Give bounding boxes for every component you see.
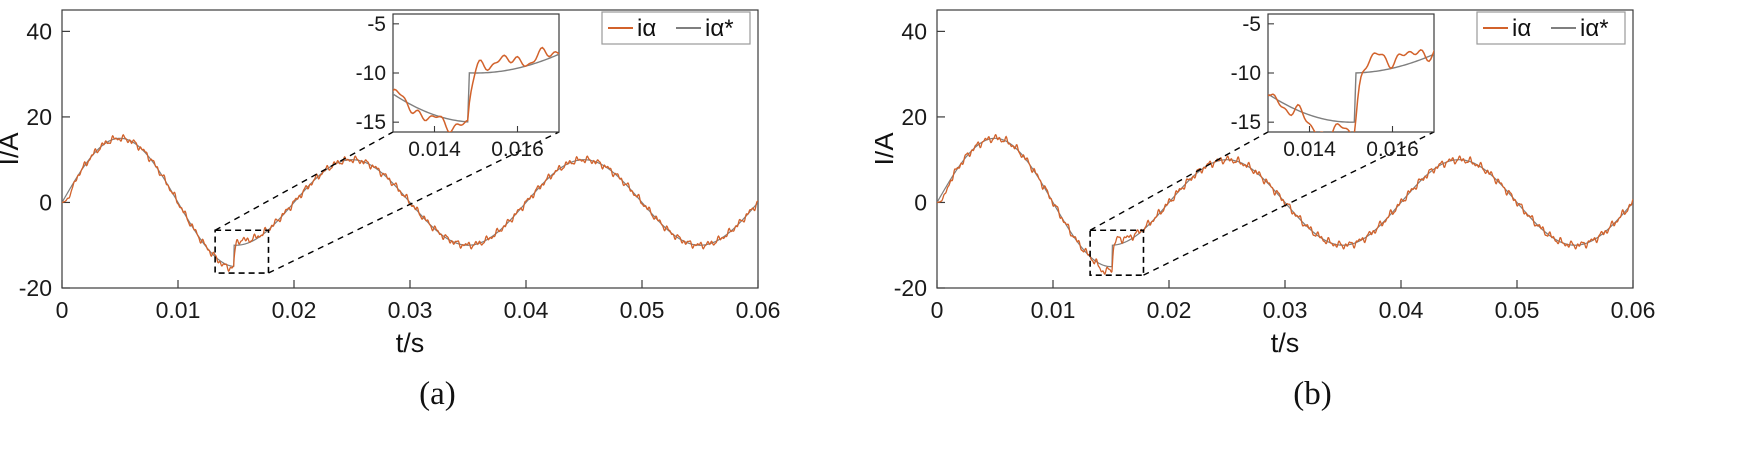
legend-ia-star-label: iα* bbox=[1580, 15, 1609, 42]
inset-y-tick-label: -15 bbox=[356, 111, 386, 134]
y-axis-label: I/A bbox=[0, 132, 24, 165]
zoom-connector-left bbox=[214, 131, 394, 231]
x-tick-label: 0.06 bbox=[736, 297, 781, 323]
y-tick-label: 0 bbox=[39, 189, 52, 215]
zoom-rect bbox=[214, 229, 270, 274]
y-tick-label: -20 bbox=[19, 275, 52, 301]
x-tick-label: 0.01 bbox=[1031, 297, 1076, 323]
zoom-connector-right bbox=[268, 131, 560, 274]
inset-y-tick-label: -5 bbox=[1242, 13, 1261, 36]
legend-ia-label: iα bbox=[1512, 15, 1531, 42]
x-tick-label: 0.01 bbox=[156, 297, 201, 323]
inset-y-tick-label: -10 bbox=[356, 62, 386, 85]
x-tick-label: 0 bbox=[56, 297, 69, 323]
x-tick-label: 0.04 bbox=[1379, 297, 1424, 323]
zoom-connector-left bbox=[1089, 131, 1269, 231]
inset-x-tick-label: 0.016 bbox=[491, 138, 544, 161]
y-tick-label: 40 bbox=[26, 18, 52, 44]
inset-x-tick-label: 0.014 bbox=[408, 138, 461, 161]
inset-series-ia-line bbox=[393, 46, 559, 132]
zoom-connector-right bbox=[1143, 131, 1435, 276]
series-ia-star-line bbox=[937, 137, 1633, 268]
chart-panel-b: 0 0.01 0.02 0.03 0.04 0.05 0.06 -20 0 20 40 t/s I/A 0… bbox=[875, 0, 1750, 454]
inset-axes: 0.014 0.016 -5 -10 -15 bbox=[1231, 13, 1435, 161]
inset-x-tick-label: 0.014 bbox=[1283, 138, 1336, 161]
x-tick-label: 0.06 bbox=[1611, 297, 1656, 323]
inset-series-ia-star-line bbox=[393, 53, 559, 123]
series-ia-star-line bbox=[62, 137, 758, 268]
inset-series-ia-star-line bbox=[1268, 53, 1434, 123]
y-tick-label: 20 bbox=[901, 104, 927, 130]
legend-ia-label: iα bbox=[637, 15, 656, 42]
y-tick-label: -20 bbox=[894, 275, 927, 301]
x-tick-label: 0.04 bbox=[504, 297, 549, 323]
inset-series-ia-line bbox=[1268, 48, 1434, 132]
chart-panel-a: 0 0.01 0.02 0.03 0.04 0.05 0.06 -20 0 20 40 t/s I/A 0… bbox=[0, 9, 781, 412]
inset-y-tick-label: -5 bbox=[367, 13, 386, 36]
inset-axes: 0.014 0.016 -5 -10 -15 bbox=[356, 13, 560, 161]
x-axis-label: t/s bbox=[1271, 328, 1300, 358]
y-tick-label: 20 bbox=[26, 104, 52, 130]
x-tick-label: 0.02 bbox=[1147, 297, 1192, 323]
inset-x-tick-label: 0.016 bbox=[1366, 138, 1419, 161]
y-axis-label: I/A bbox=[875, 132, 899, 165]
x-tick-label: 0.05 bbox=[620, 297, 665, 323]
legend: iα iα* bbox=[601, 11, 751, 45]
caption-a: (a) bbox=[419, 376, 456, 412]
x-axis-label: t/s bbox=[396, 328, 425, 358]
y-tick-label: 0 bbox=[914, 189, 927, 215]
legend: iα iα* bbox=[1476, 11, 1626, 45]
x-tick-label: 0.02 bbox=[272, 297, 317, 323]
x-tick-label: 0.03 bbox=[1263, 297, 1308, 323]
zoom-rect bbox=[1089, 229, 1145, 276]
y-tick-label: 40 bbox=[901, 18, 927, 44]
x-tick-label: 0 bbox=[931, 297, 944, 323]
inset-y-tick-label: -15 bbox=[1231, 111, 1261, 134]
x-tick-label: 0.05 bbox=[1495, 297, 1540, 323]
caption-b: (b) bbox=[1293, 376, 1332, 412]
x-tick-label: 0.03 bbox=[388, 297, 433, 323]
inset-y-tick-label: -10 bbox=[1231, 62, 1261, 85]
legend-ia-star-label: iα* bbox=[705, 15, 734, 42]
